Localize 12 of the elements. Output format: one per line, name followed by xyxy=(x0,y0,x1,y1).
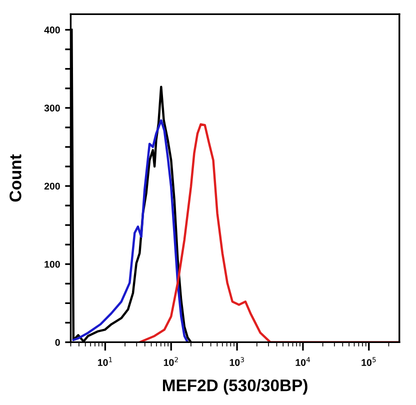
y-tick-label: 0 xyxy=(55,338,60,346)
x-tick-label: 10$^{3}$ xyxy=(230,357,244,366)
y-tick-label: 100 xyxy=(44,260,60,268)
y-tick-label: 300 xyxy=(44,104,60,112)
y-axis-title: Count xyxy=(10,154,22,202)
x-axis-title: MEF2D (530/30BP) xyxy=(162,379,308,395)
x-tick-label: 10$^{4}$ xyxy=(296,357,310,366)
x-tick-label: 10$^{1}$ xyxy=(98,357,112,366)
x-tick-label: 10$^{5}$ xyxy=(362,357,376,366)
y-tick-label: 400 xyxy=(44,26,60,34)
x-tick-label: 10$^{2}$ xyxy=(164,357,178,366)
y-tick-label: 200 xyxy=(44,182,60,190)
